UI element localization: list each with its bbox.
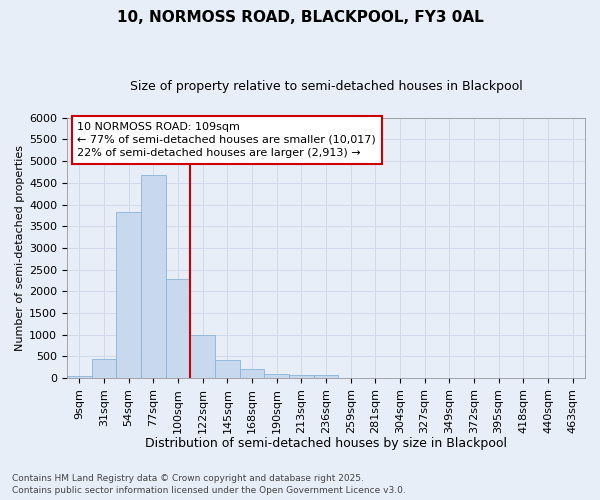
Bar (141, 176, 166, 378)
Bar (190, 335, 215, 378)
Bar (265, 374, 289, 378)
Title: Size of property relative to semi-detached houses in Blackpool: Size of property relative to semi-detach… (130, 80, 523, 93)
Bar (67, 376, 92, 378)
Bar (116, 212, 141, 378)
Bar (314, 375, 338, 378)
Bar (215, 360, 239, 378)
Y-axis label: Number of semi-detached properties: Number of semi-detached properties (15, 145, 25, 351)
X-axis label: Distribution of semi-detached houses by size in Blackpool: Distribution of semi-detached houses by … (145, 437, 507, 450)
Text: 10 NORMOSS ROAD: 109sqm
← 77% of semi-detached houses are smaller (10,017)
22% o: 10 NORMOSS ROAD: 109sqm ← 77% of semi-de… (77, 122, 376, 158)
Bar (239, 369, 265, 378)
Text: Contains HM Land Registry data © Crown copyright and database right 2025.
Contai: Contains HM Land Registry data © Crown c… (12, 474, 406, 495)
Bar (92, 360, 116, 378)
Bar (166, 279, 190, 378)
Text: 10, NORMOSS ROAD, BLACKPOOL, FY3 0AL: 10, NORMOSS ROAD, BLACKPOOL, FY3 0AL (116, 10, 484, 25)
Bar (289, 375, 314, 378)
